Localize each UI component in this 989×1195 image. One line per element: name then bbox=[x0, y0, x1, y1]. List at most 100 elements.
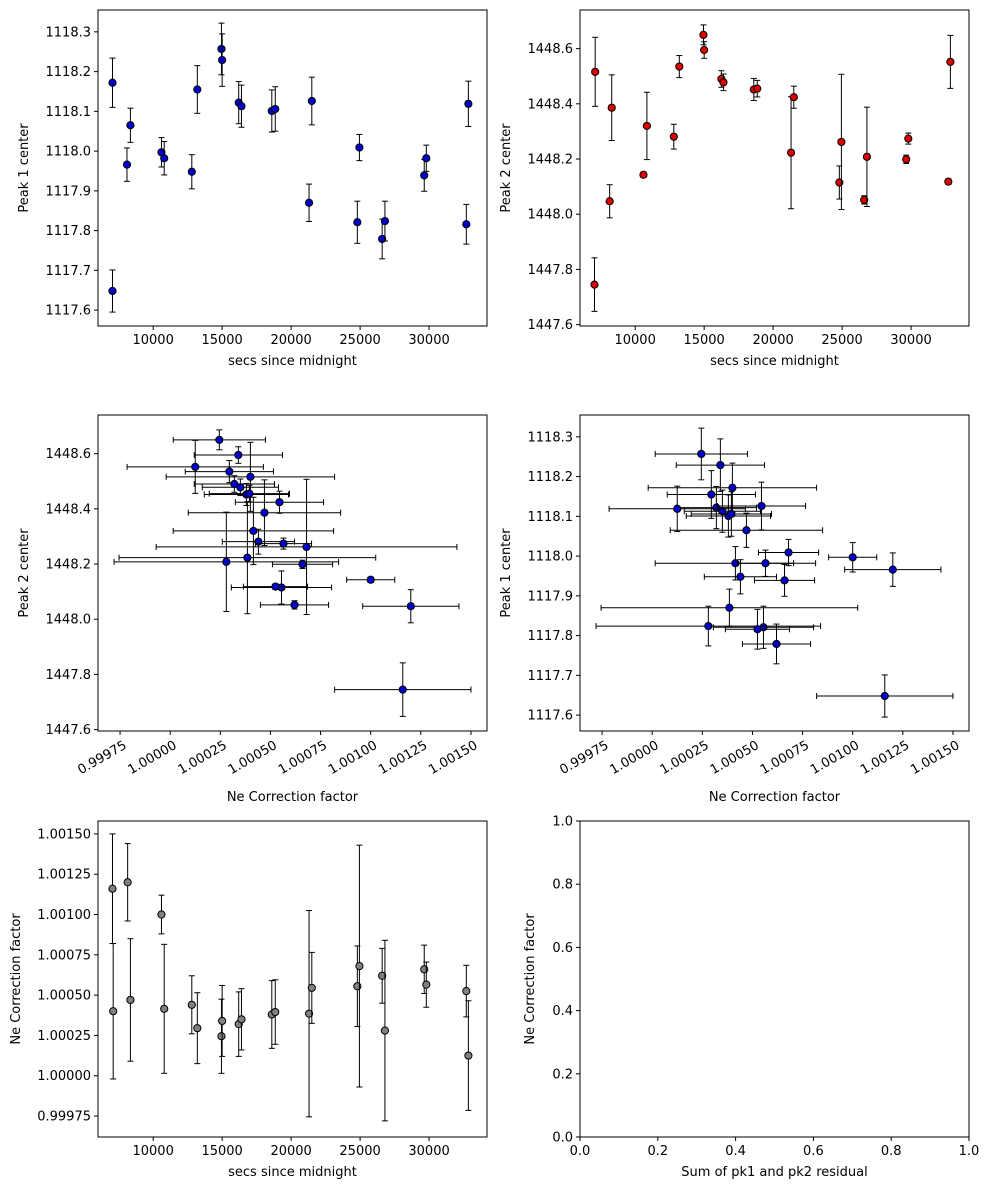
data-marker bbox=[669, 132, 678, 141]
data-point-16 bbox=[712, 605, 815, 649]
data-marker bbox=[123, 878, 132, 887]
data-point-10 bbox=[234, 81, 243, 125]
y-tick-label: 1.00150 bbox=[37, 827, 91, 842]
x-axis-label: Sum of pk1 and pk2 residual bbox=[681, 1165, 867, 1180]
data-point-3 bbox=[126, 107, 135, 143]
data-point-9 bbox=[218, 984, 227, 1057]
y-tick-label: 1448.6 bbox=[46, 447, 92, 462]
data-point-23 bbox=[464, 1000, 473, 1111]
y-tick-label: 1447.6 bbox=[46, 723, 92, 738]
x-tick-label: 15000 bbox=[683, 333, 724, 348]
data-point-18 bbox=[741, 623, 812, 665]
data-point-9 bbox=[218, 33, 227, 87]
data-marker bbox=[225, 467, 234, 476]
y-tick-label: 1.00025 bbox=[37, 1029, 91, 1044]
y-tick-label: 1.00000 bbox=[37, 1069, 91, 1084]
data-point-0 bbox=[165, 441, 336, 512]
data-point-13 bbox=[208, 484, 290, 503]
x-tick-label: 20000 bbox=[270, 1144, 311, 1159]
data-marker bbox=[191, 462, 200, 471]
data-point-0 bbox=[108, 57, 117, 108]
y-axis: 1117.6 1117.7 1117.8 1117.9 1118.0 1118.1 1118… bbox=[46, 25, 98, 319]
y-tick-label: 1117.7 bbox=[46, 264, 92, 279]
data-point-21 bbox=[422, 144, 431, 172]
data-marker bbox=[462, 220, 471, 229]
data-marker bbox=[298, 560, 307, 569]
data-marker bbox=[716, 460, 725, 470]
data-point-7 bbox=[675, 55, 684, 79]
data-point-14 bbox=[304, 183, 314, 222]
x-axis: 10000 15000 20000 25000 30000 bbox=[132, 1137, 450, 1159]
y-tick-label: 1.0 bbox=[552, 815, 573, 830]
data-point-4 bbox=[828, 542, 878, 573]
x-tick-label: 30000 bbox=[408, 333, 449, 348]
y-tick-label: 1447.6 bbox=[528, 318, 574, 333]
data-marker bbox=[880, 691, 889, 701]
data-point-13 bbox=[690, 491, 772, 537]
y-tick-label: 1448.4 bbox=[46, 502, 92, 517]
data-point-7 bbox=[193, 992, 202, 1065]
data-point-23 bbox=[126, 439, 264, 494]
data-point-22 bbox=[724, 608, 791, 650]
y-axis-label: Peak 2 center bbox=[499, 123, 514, 213]
data-point-19 bbox=[862, 106, 872, 207]
data-marker bbox=[108, 78, 117, 87]
data-point-1 bbox=[590, 257, 599, 312]
x-tick-label: 25000 bbox=[339, 1144, 380, 1159]
data-marker bbox=[761, 559, 770, 568]
data-point-11 bbox=[237, 988, 246, 1051]
x-axis: 10000 15000 20000 25000 30000 bbox=[614, 326, 932, 348]
x-tick-label: 25000 bbox=[339, 333, 380, 348]
data-point-4 bbox=[157, 894, 166, 935]
y-tick-label: 1.00050 bbox=[37, 989, 91, 1004]
data-point-1 bbox=[816, 674, 954, 718]
panel-p1_vs_time: 10000 15000 20000 25000 300001117.61117.7111… bbox=[17, 9, 488, 369]
y-tick-label: 1118.1 bbox=[528, 510, 574, 525]
data-marker bbox=[742, 526, 751, 535]
data-marker bbox=[353, 218, 362, 227]
data-point-17 bbox=[757, 538, 820, 567]
data-marker bbox=[704, 621, 713, 631]
data-point-21 bbox=[736, 549, 795, 577]
y-tick-label: 0.8 bbox=[552, 878, 573, 893]
y-tick-label: 1118.3 bbox=[528, 430, 574, 445]
data-marker bbox=[591, 67, 600, 76]
data-marker bbox=[246, 472, 255, 481]
data-point-22 bbox=[242, 582, 309, 591]
data-marker bbox=[160, 1004, 169, 1013]
data-point-5 bbox=[160, 943, 169, 1074]
x-tick-label: 30000 bbox=[408, 1144, 449, 1159]
data-marker bbox=[157, 910, 166, 919]
y-axis-label: Ne Correction factor bbox=[9, 913, 24, 1045]
data-point-9 bbox=[700, 41, 709, 59]
data-point-1 bbox=[108, 269, 117, 313]
data-marker bbox=[789, 93, 798, 102]
y-axis-label: Ne Correction factor bbox=[523, 913, 538, 1045]
data-marker bbox=[217, 1032, 226, 1041]
y-axis-label: Peak 1 center bbox=[17, 123, 32, 213]
data-marker bbox=[193, 85, 202, 94]
x-axis-label: Ne Correction factor bbox=[227, 790, 359, 805]
data-point-8 bbox=[217, 998, 226, 1074]
data-marker bbox=[160, 154, 169, 163]
data-point-1 bbox=[109, 943, 118, 1080]
data-point-2 bbox=[362, 589, 460, 624]
data-marker bbox=[605, 197, 614, 206]
data-marker bbox=[464, 99, 473, 108]
data-marker bbox=[218, 55, 227, 65]
data-marker bbox=[109, 1007, 118, 1016]
data-marker bbox=[902, 155, 911, 164]
data-marker bbox=[786, 148, 796, 157]
y-tick-label: 1117.9 bbox=[46, 184, 92, 199]
plot-frame bbox=[579, 820, 970, 1138]
data-point-19 bbox=[380, 200, 390, 242]
x-tick-label: 10000 bbox=[132, 1144, 173, 1159]
data-marker bbox=[753, 625, 762, 634]
y-tick-label: 1117.6 bbox=[46, 304, 92, 319]
y-tick-label: 0.2 bbox=[552, 1067, 573, 1082]
data-marker bbox=[727, 509, 736, 519]
data-series bbox=[595, 427, 954, 718]
y-tick-label: 1448.2 bbox=[528, 153, 574, 168]
y-tick-label: 1448.2 bbox=[46, 558, 92, 573]
